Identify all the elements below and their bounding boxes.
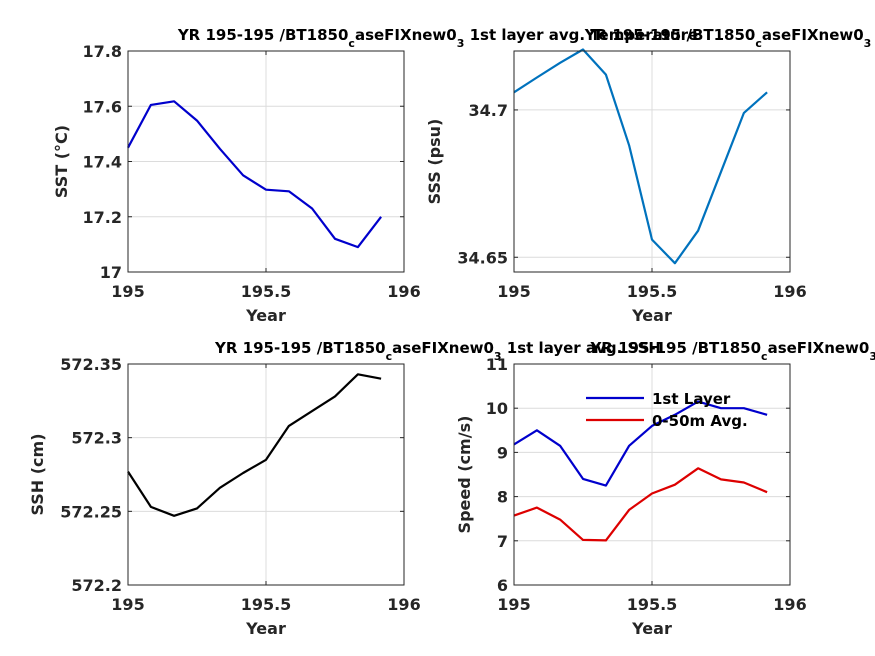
y-tick-label: 572.3 bbox=[71, 429, 122, 448]
chart-panel-4: 195 195.5 196 6 7 8 9 10 11 Year Speed (cm/s) YR 19… bbox=[455, 339, 875, 638]
series-line-1 bbox=[127, 373, 382, 517]
chart-title: YR 195-195 /BT1850caseFIXnew03 1st layer… bbox=[214, 339, 661, 363]
y-tick-label: 6 bbox=[497, 576, 508, 595]
y-tick-label: 17.8 bbox=[83, 42, 122, 61]
y-tick-label: 572.35 bbox=[60, 355, 122, 374]
y-axis-label: Speed (cm/s) bbox=[455, 416, 474, 534]
y-axis-label: SST (°C) bbox=[52, 125, 71, 198]
x-tick-label: 196 bbox=[387, 595, 420, 614]
y-tick-label: 572.2 bbox=[71, 576, 122, 595]
y-tick-label: 34.65 bbox=[457, 248, 508, 267]
y-axis-label: SSS (psu) bbox=[425, 119, 444, 205]
y-tick-label: 7 bbox=[497, 532, 508, 551]
chart-panel-2: 195 195.5 196 34.65 34.7 Year SSS (psu) YR 195-… bbox=[425, 26, 875, 325]
x-axis-label: Year bbox=[631, 619, 672, 638]
x-axis-label: Year bbox=[245, 306, 286, 325]
x-tick-label: 195 bbox=[497, 595, 530, 614]
series-line-1 bbox=[127, 100, 382, 249]
y-tick-label: 10 bbox=[486, 399, 508, 418]
axes-box bbox=[513, 50, 791, 273]
x-tick-label: 196 bbox=[387, 282, 420, 301]
y-tick-label: 572.25 bbox=[60, 502, 122, 521]
y-tick-label: 17.6 bbox=[83, 97, 122, 116]
axes-box bbox=[513, 363, 791, 586]
y-tick-label: 9 bbox=[497, 443, 508, 462]
chart-panel-3: 195 195.5 196 572.2 572.25 572.3 572.35 Year SSH… bbox=[28, 339, 661, 638]
axes-box bbox=[127, 50, 405, 273]
y-tick-label: 17.4 bbox=[83, 153, 122, 172]
x-tick-label: 196 bbox=[773, 282, 806, 301]
y-tick-label: 11 bbox=[486, 355, 508, 374]
x-tick-label: 195 bbox=[111, 595, 144, 614]
series-line-0-50m-avg- bbox=[513, 467, 768, 542]
x-axis-label: Year bbox=[631, 306, 672, 325]
x-tick-label: 195.5 bbox=[627, 282, 678, 301]
chart-panel-1: 195 195.5 196 17 17.2 17.4 17.6 17.8 Year SST (°C… bbox=[52, 26, 698, 325]
x-tick-label: 196 bbox=[773, 595, 806, 614]
legend-entry: 0-50m Avg. bbox=[652, 412, 748, 430]
chart-title: YR 195-195 /BT1850caseFIXnew03 1st layer… bbox=[177, 26, 698, 50]
y-tick-label: 17 bbox=[100, 263, 122, 282]
y-tick-label: 34.7 bbox=[469, 101, 508, 120]
chart-title: YR 195-195 /BT1850caseFIXnew03 1st layer… bbox=[589, 339, 875, 363]
x-axis-label: Year bbox=[245, 619, 286, 638]
x-tick-label: 195 bbox=[111, 282, 144, 301]
x-tick-label: 195.5 bbox=[241, 282, 292, 301]
y-tick-label: 17.2 bbox=[83, 208, 122, 227]
legend-entry: 1st Layer bbox=[652, 390, 731, 408]
y-axis-label: SSH (cm) bbox=[28, 433, 47, 515]
x-tick-label: 195 bbox=[497, 282, 530, 301]
y-tick-label: 8 bbox=[497, 488, 508, 507]
legend: 1st Layer 0-50m Avg. bbox=[586, 390, 748, 430]
series-line-1 bbox=[513, 48, 768, 265]
x-tick-label: 195.5 bbox=[241, 595, 292, 614]
series-line-1st-layer bbox=[513, 400, 768, 487]
axes-box bbox=[127, 363, 405, 586]
x-tick-label: 195.5 bbox=[627, 595, 678, 614]
chart-title: YR 195-195 /BT1850caseFIXnew03 1st layer… bbox=[584, 26, 875, 50]
